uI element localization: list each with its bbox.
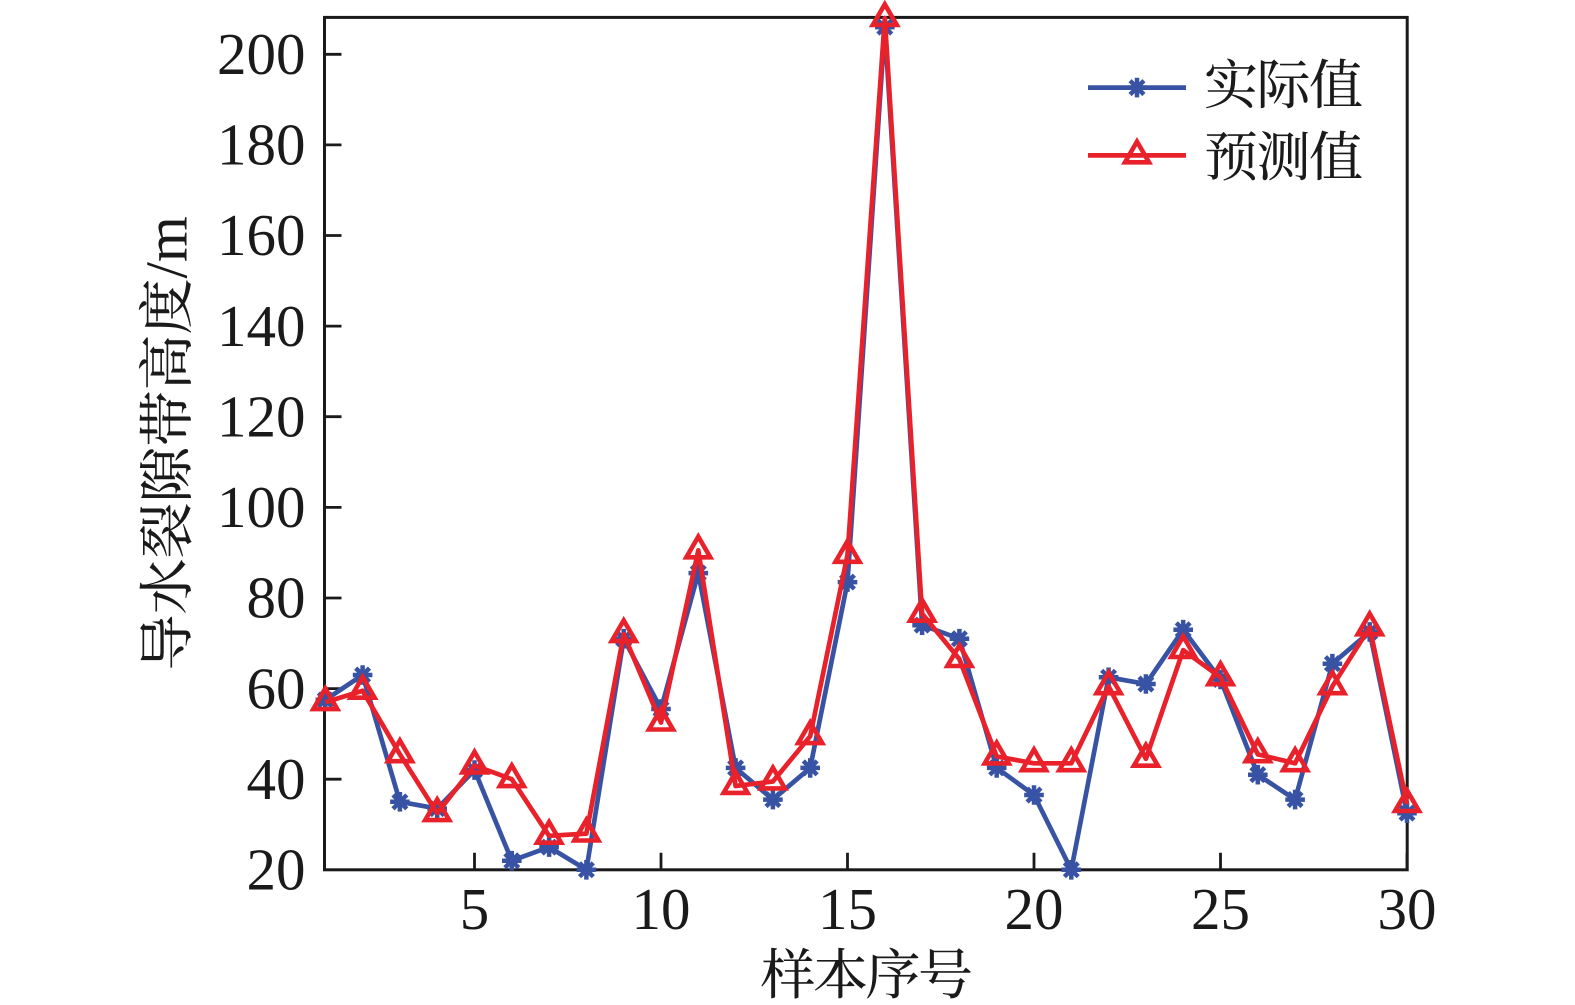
svg-text:80: 80 — [247, 565, 306, 631]
svg-text:100: 100 — [217, 474, 306, 540]
svg-text:200: 200 — [217, 21, 306, 87]
svg-text:/m: /m — [134, 216, 200, 278]
svg-text:40: 40 — [247, 746, 306, 812]
svg-text:10: 10 — [632, 876, 691, 942]
svg-text:60: 60 — [247, 655, 306, 721]
svg-text:5: 5 — [460, 876, 490, 942]
svg-text:15: 15 — [818, 876, 877, 942]
svg-text:25: 25 — [1191, 876, 1250, 942]
svg-text:180: 180 — [217, 112, 306, 178]
svg-text:120: 120 — [217, 383, 306, 449]
svg-text:140: 140 — [217, 293, 306, 359]
svg-text:20: 20 — [247, 837, 306, 903]
svg-text:160: 160 — [217, 202, 306, 268]
svg-text:20: 20 — [1005, 876, 1064, 942]
svg-text:30: 30 — [1378, 876, 1437, 942]
